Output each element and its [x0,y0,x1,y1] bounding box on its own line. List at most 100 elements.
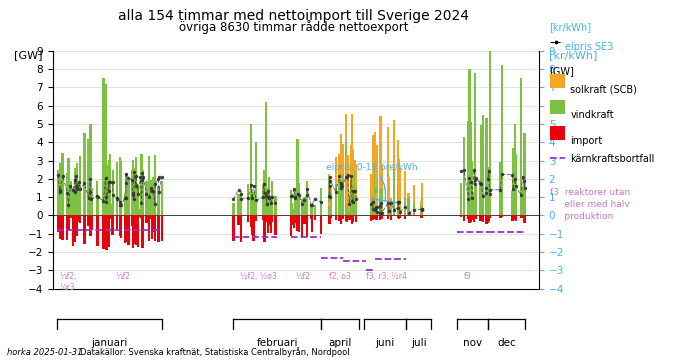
Bar [499,162,501,216]
Text: f2, o3: f2, o3 [330,272,351,281]
Bar [89,124,92,216]
Bar [151,216,153,239]
Bar [274,196,277,216]
Bar [470,216,473,220]
Bar [421,197,423,216]
Bar [375,216,378,220]
Bar [350,145,353,183]
Bar [133,168,135,216]
Text: f3, r3, ½r4: f3, r3, ½r4 [366,272,407,281]
Bar [404,198,407,216]
Bar [247,216,249,222]
Bar [346,216,349,217]
Bar [470,161,473,216]
Text: [GW]: [GW] [550,66,575,76]
Bar [329,202,331,205]
Bar [393,171,395,216]
Bar [340,154,342,184]
Bar [90,216,92,231]
Text: solkraft (SCB): solkraft (SCB) [570,84,638,94]
Bar [421,216,423,218]
Bar [300,200,303,216]
Bar [271,216,274,222]
Bar [67,216,69,230]
Bar [253,192,255,216]
Bar [375,145,378,177]
Text: Datakällor: Svenska kraftnät, Statistiska Centralbyrån, Nordpool: Datakällor: Svenska kraftnät, Statistisk… [80,348,350,357]
Bar [340,184,342,216]
Bar [379,179,382,216]
Bar [119,208,121,216]
Bar [76,216,78,236]
Text: april: april [328,338,352,348]
Bar [511,216,514,221]
Bar [119,216,121,236]
Bar [76,196,78,216]
Bar [374,161,377,188]
Bar [250,124,253,216]
Bar [294,216,296,220]
Bar [352,216,354,222]
Bar [473,216,475,222]
Bar [158,216,160,222]
Bar [148,156,150,216]
Bar [83,216,85,244]
Bar [119,157,121,216]
Bar [116,190,118,216]
Bar [346,198,349,216]
Bar [57,170,60,216]
Bar [237,194,240,216]
Bar [421,206,423,216]
Bar [460,183,462,216]
Bar [139,216,141,217]
Bar [500,216,503,217]
Bar [137,216,139,247]
Bar [265,216,268,222]
Bar [341,144,344,174]
Bar [474,216,477,217]
Bar [67,158,69,216]
Bar [69,216,71,218]
Bar [460,216,462,217]
Bar [499,216,501,218]
Bar [340,134,342,182]
Bar [311,216,313,232]
Bar [374,171,376,216]
Bar [379,216,382,220]
Bar [125,216,127,242]
Bar [72,216,74,245]
Bar [298,216,300,232]
Bar [379,188,382,216]
Bar [348,210,351,216]
Bar [372,216,375,220]
Bar [468,216,470,223]
Bar [328,202,330,206]
Bar [310,216,312,219]
Bar [512,148,514,216]
Bar [350,183,353,216]
Bar [57,216,60,232]
Text: elpris: 0-11 öre/kWh: elpris: 0-11 öre/kWh [326,163,418,205]
Bar [104,216,106,246]
Bar [251,216,253,235]
Bar [463,138,465,216]
Bar [345,114,347,142]
Bar [314,216,316,220]
Bar [294,216,296,223]
Bar [398,210,401,216]
Bar [404,216,407,219]
Bar [407,193,410,197]
Bar [59,216,61,239]
Bar [127,180,130,216]
Bar [375,177,378,216]
Bar [421,183,424,196]
Bar [511,191,514,216]
Bar [489,145,491,216]
Bar [346,206,348,216]
Bar [390,198,392,208]
Bar [522,186,524,216]
Bar [293,209,295,216]
Bar [329,205,331,216]
Bar [398,185,400,210]
Bar [482,216,484,222]
